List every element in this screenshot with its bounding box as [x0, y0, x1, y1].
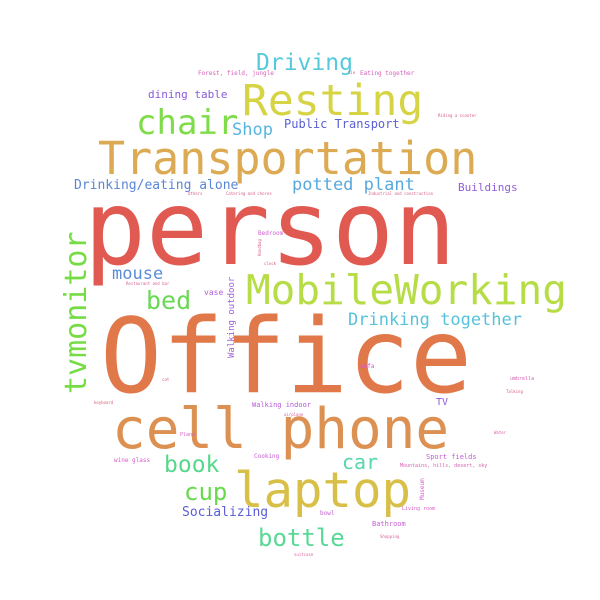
word-others: Others: [188, 191, 203, 196]
word-industrial-and-construction: Industrial and construction: [368, 191, 434, 196]
word-bedroom: Bedroom: [258, 230, 284, 237]
word-vase: vase: [204, 288, 224, 297]
word-cooking: Cooking: [254, 453, 280, 460]
word-umbrella: umbrella: [510, 376, 535, 382]
word-cup: cup: [184, 478, 228, 506]
word-keyboard: keyboard: [94, 400, 114, 405]
word-bowl: bowl: [320, 510, 335, 517]
word-dining-table: dining table: [148, 88, 228, 101]
word-socializing: Socializing: [182, 505, 269, 520]
word-plane: Plane: [180, 432, 196, 438]
word-person: person: [84, 169, 457, 289]
word-catering-and-chores: Catering and chores: [226, 191, 272, 196]
word-airplane: airplane: [284, 412, 304, 417]
word-tv: TV: [436, 397, 449, 408]
word-chair: chair: [136, 103, 239, 143]
word-drinking-together: Drinking together: [348, 310, 522, 330]
word-museum: Museum: [419, 478, 426, 500]
word-water: Water: [494, 430, 507, 435]
word-potted-plant: potted plant: [292, 175, 415, 195]
word-transportation: Transportation: [98, 132, 478, 185]
word-wine-glass: wine glass: [114, 457, 151, 464]
word-bottle: bottle: [258, 524, 345, 552]
word-book: book: [164, 452, 220, 478]
word-mouse: mouse: [112, 264, 164, 284]
word-buildings: Buildings: [458, 181, 518, 194]
word-bed: bed: [146, 286, 192, 315]
word-bathroom: Bathroom: [372, 520, 406, 528]
word-public-transport: Public Transport: [284, 117, 400, 131]
word-tvmonitor: tvmonitor: [59, 231, 94, 394]
word-driving: Driving: [256, 50, 353, 76]
word-mountains-hills-desert-sky: Mountains, hills, desert, sky: [400, 463, 488, 469]
word-laptop: laptop: [234, 462, 412, 519]
word-restaurant-and-bar: Restaurant and bar: [126, 281, 170, 286]
word-resting: Resting: [242, 76, 424, 126]
word-tie: tie: [348, 70, 356, 75]
word-forest-field-jungle: Forest, field, jungle: [198, 70, 274, 77]
word-cat: cat: [162, 377, 170, 382]
word-car: car: [342, 450, 379, 474]
word-clock: clock: [264, 261, 277, 266]
word-office: Office: [100, 297, 473, 417]
word-cell-phone: cell phone: [112, 397, 450, 462]
word-talking: Talking: [506, 389, 523, 394]
word-sofa: sofa: [360, 363, 375, 370]
word-drinking-eating-alone: Drinking/eating alone: [74, 178, 239, 193]
word-walking-indoor: Walking indoor: [252, 401, 312, 409]
word-riding-a-scooter: Riding a scooter: [438, 113, 477, 118]
word-suitcase: suitcase: [294, 552, 314, 557]
word-handbag: Handbag: [257, 239, 262, 256]
word-sport-fields: Sport fields: [426, 453, 477, 461]
word-eating-together: Eating together: [360, 70, 415, 77]
word-mobileworking: MobileWorking: [246, 266, 567, 314]
word-walking-outdoor: Walking outdoor: [227, 276, 237, 358]
word-living-room: Living room: [402, 506, 436, 512]
word-shopping: Shopping: [380, 534, 400, 539]
word-shop: Shop: [232, 120, 273, 140]
